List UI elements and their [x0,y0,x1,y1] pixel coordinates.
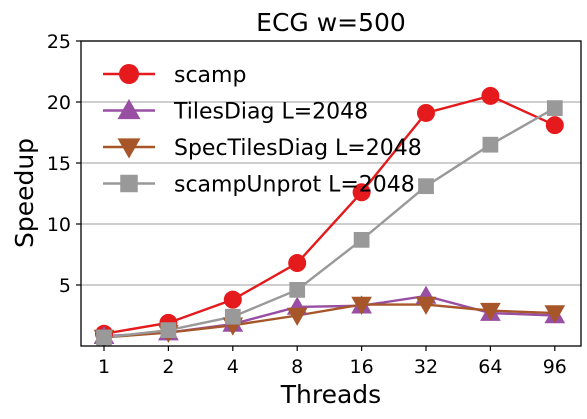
point-scampunprot-l-2048 [289,282,306,298]
x-tick-label: 2 [162,356,174,378]
point-scampunprot-l-2048 [546,100,563,116]
series-markers [93,86,566,348]
legend-marker-tilesdiag-l-2048 [117,99,141,120]
grid-lines [81,40,581,286]
chart-title: ECG w=500 [256,8,406,37]
x-tick-label: 16 [350,356,374,378]
point-scampunprot-l-2048 [353,231,370,248]
y-tick-label: 5 [59,275,71,297]
y-tick-label: 20 [47,92,71,114]
point-scamp [545,116,564,135]
point-spectilesdiag-l-2048 [544,305,566,324]
x-tick-label: 4 [227,356,239,378]
legend: scamp TilesDiag L=2048 SpecTilesDiag L=204… [103,63,422,198]
point-scampunprot-l-2048 [418,178,434,195]
series-line-scamp [103,94,556,335]
x-axis-ticks: 1 2 4 8 16 32 64 96 [98,346,567,378]
point-scamp [481,86,500,105]
legend-marker-scamp [119,64,139,84]
x-tick-label: 96 [543,356,567,378]
x-axis-label: Threads [280,380,381,409]
y-axis-ticks: 5 10 15 20 25 [47,31,81,297]
plot-frame [80,40,582,347]
series-lines [103,94,556,339]
point-scamp [417,103,435,122]
point-scamp [352,183,371,202]
legend-label-scampunprot-l-2048: scampUnprot L=2048 [174,173,415,198]
y-axis-label: Speedup [10,138,39,248]
x-tick-label: 32 [414,356,438,378]
y-tick-label: 10 [47,214,71,236]
series-line-scampunprot-l-2048 [103,107,556,339]
point-scampunprot-l-2048 [160,322,177,339]
legend-marker-spectilesdiag-l-2048 [117,138,141,159]
y-tick-label: 25 [47,31,71,53]
y-tick-label: 15 [47,153,71,175]
point-scamp [223,290,242,309]
point-spectilesdiag-l-2048 [480,302,501,321]
point-spectilesdiag-l-2048 [286,307,308,326]
point-scampunprot-l-2048 [482,136,499,153]
series-line-spectilesdiag-l-2048 [103,303,555,339]
legend-marker-scampunprot-l-2048 [120,174,138,193]
legend-label-scamp: scamp [174,63,246,88]
x-tick-label: 8 [291,356,303,378]
point-spectilesdiag-l-2048 [415,296,437,315]
x-tick-label: 1 [98,356,110,378]
point-scampunprot-l-2048 [96,329,112,346]
legend-label-spectilesdiag-l-2048: SpecTilesDiag L=2048 [174,136,422,161]
point-scampunprot-l-2048 [224,308,241,325]
x-tick-label: 64 [478,356,502,378]
point-spectilesdiag-l-2048 [351,296,372,315]
legend-label-tilesdiag-l-2048: TilesDiag L=2048 [173,100,368,125]
point-scamp [288,254,307,273]
